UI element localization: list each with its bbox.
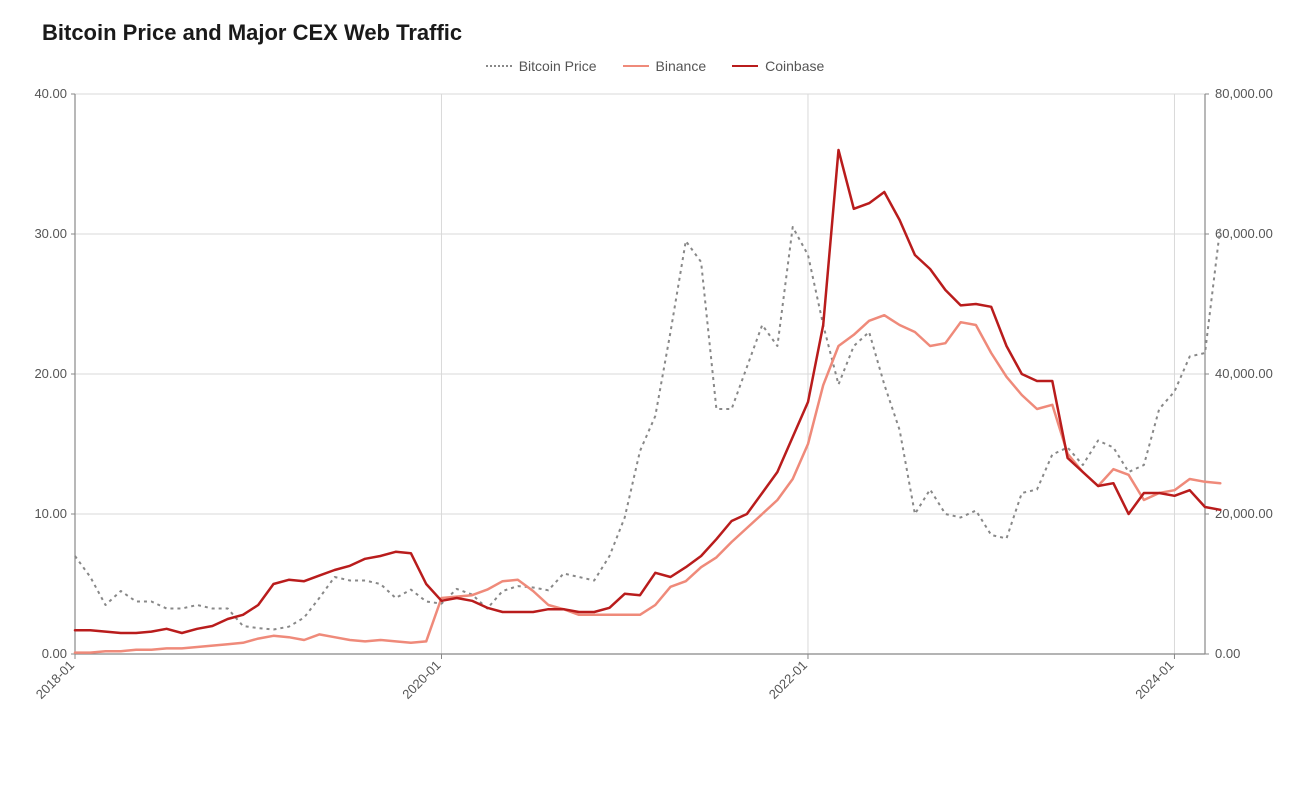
y-left-tick-label: 30.00: [34, 226, 67, 241]
y-left-tick-label: 10.00: [34, 506, 67, 521]
legend-swatch-bitcoin: [486, 65, 512, 67]
plot-area: 0.00 10.00 20.00 30.00 40.00 0.00 20,000.00 40,…: [20, 84, 1290, 724]
y-left-tick-label: 20.00: [34, 366, 67, 381]
chart-container: Bitcoin Price and Major CEX Web Traffic …: [20, 20, 1290, 789]
x-tick-label: 2018-01: [33, 658, 77, 702]
x-tick-label: 2024-01: [1132, 658, 1176, 702]
legend-item-bitcoin: Bitcoin Price: [486, 58, 597, 74]
series-coinbase: [75, 150, 1220, 633]
legend-item-coinbase: Coinbase: [732, 58, 824, 74]
y-right-tick-label: 60,000.00: [1215, 226, 1273, 241]
y-left-tick-label: 0.00: [42, 646, 67, 661]
legend-label-binance: Binance: [656, 58, 707, 74]
y-left-tick-label: 40.00: [34, 86, 67, 101]
series-bitcoin-price: [75, 227, 1220, 630]
chart-svg: 0.00 10.00 20.00 30.00 40.00 0.00 20,000.00 40,…: [20, 84, 1290, 724]
y-right-tick-label: 80,000.00: [1215, 86, 1273, 101]
x-tick-label: 2022-01: [766, 658, 810, 702]
series-binance: [75, 315, 1220, 652]
legend-label-bitcoin: Bitcoin Price: [519, 58, 597, 74]
y-right-tick-label: 0.00: [1215, 646, 1240, 661]
legend-item-binance: Binance: [623, 58, 707, 74]
chart-title: Bitcoin Price and Major CEX Web Traffic: [42, 20, 1290, 46]
y-right-tick-label: 40,000.00: [1215, 366, 1273, 381]
legend-swatch-coinbase: [732, 65, 758, 67]
chart-legend: Bitcoin Price Binance Coinbase: [20, 58, 1290, 74]
legend-label-coinbase: Coinbase: [765, 58, 824, 74]
y-right-tick-label: 20,000.00: [1215, 506, 1273, 521]
legend-swatch-binance: [623, 65, 649, 67]
x-tick-label: 2020-01: [399, 658, 443, 702]
